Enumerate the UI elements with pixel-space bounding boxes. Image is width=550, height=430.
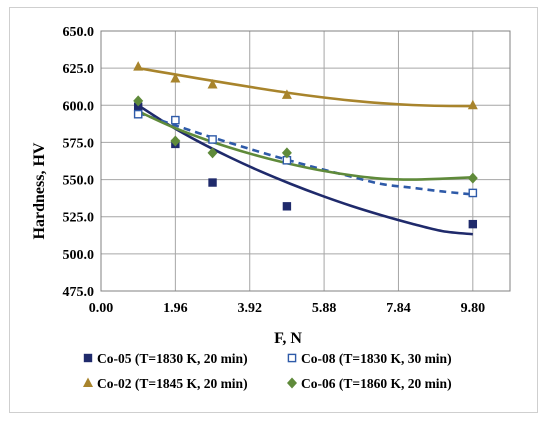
data-point-series-4 (207, 147, 218, 159)
legend-marker (287, 353, 297, 363)
y-tick-label: 525.0 (63, 211, 95, 226)
legend-label: Co-05 (T=1830 K, 20 min) (97, 351, 248, 366)
data-point-series-4 (467, 172, 478, 184)
trendline-series-3 (137, 66, 473, 108)
trendline-series-4 (137, 110, 473, 181)
trendlines (137, 66, 473, 236)
data-point-series-2 (171, 115, 180, 125)
x-tick-label: 9.80 (461, 301, 486, 316)
x-tick-label: 3.92 (237, 301, 262, 316)
x-tick-label: 7.84 (386, 301, 411, 316)
axes (100, 30, 511, 292)
data-point-series-3 (207, 78, 218, 89)
legend-label: Co-08 (T=1830 K, 30 min) (301, 351, 452, 366)
x-tick-label: 5.88 (312, 301, 337, 316)
data-point-series-3 (133, 61, 144, 71)
data-point-series-1 (282, 202, 292, 211)
x-tick-labels: 0.00 1.96 3.92 5.88 7.84 9.80 (89, 301, 485, 316)
data-point-series-1 (468, 219, 478, 229)
y-axis-title: Hardness, HV (31, 142, 48, 239)
data-point-series-1 (133, 102, 143, 111)
hardness-chart: 475.0 500.0 525.0 550.0 575.0 600.0 625.0 650.0… (31, 25, 511, 391)
data-point-series-2 (208, 135, 217, 144)
y-tick-label: 650.0 (63, 25, 95, 40)
x-axis-title: F, N (274, 330, 302, 347)
y-tick-label: 575.0 (63, 136, 95, 151)
data-markers (133, 61, 478, 229)
data-point-series-2 (133, 109, 143, 119)
chart-frame: 475.0 500.0 525.0 550.0 575.0 600.0 625.0 650.0… (9, 7, 538, 413)
data-point-series-4 (281, 147, 292, 159)
data-point-series-4 (133, 95, 144, 107)
y-tick-label: 550.0 (63, 174, 95, 189)
data-point-series-4 (170, 135, 181, 147)
data-point-series-1 (208, 178, 217, 187)
data-point-series-3 (281, 89, 292, 99)
legend-marker (83, 353, 93, 363)
legend-marker (287, 377, 297, 389)
data-point-series-3 (467, 99, 478, 110)
legend-label: Co-06 (T=1860 K, 20 min) (301, 376, 452, 391)
plot-area-border (100, 30, 511, 292)
trendline-series-2 (137, 111, 473, 196)
trendline-series-1 (137, 104, 473, 236)
legend: Co-05 (T=1830 K, 20 min) Co-08 (T=1830 K,… (83, 351, 452, 391)
data-point-series-2 (468, 188, 478, 198)
y-tick-label: 475.0 (63, 285, 95, 300)
x-tick-label: 0.00 (89, 301, 114, 316)
y-tick-label: 500.0 (63, 248, 95, 263)
y-tick-labels: 475.0 500.0 525.0 550.0 575.0 600.0 625.0 650.0 (63, 25, 95, 300)
legend-marker (83, 377, 93, 387)
x-tick-label: 1.96 (163, 301, 188, 316)
grid (100, 30, 510, 292)
y-tick-label: 600.0 (63, 99, 95, 114)
data-point-series-3 (170, 73, 181, 83)
y-tick-label: 625.0 (63, 62, 95, 77)
legend-label: Co-02 (T=1845 K, 20 min) (97, 376, 248, 391)
